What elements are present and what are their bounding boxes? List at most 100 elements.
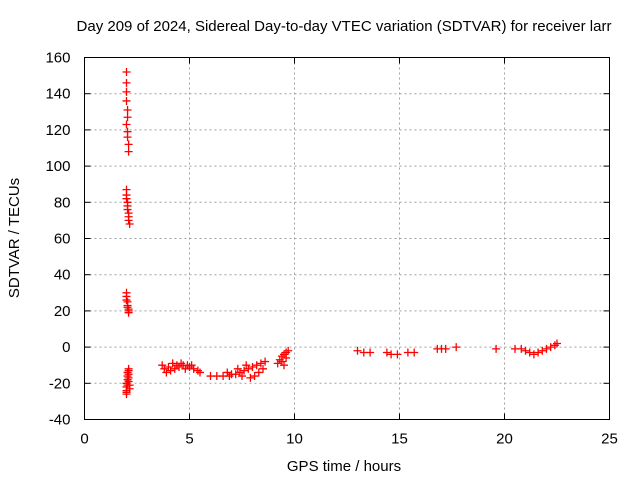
- data-point: [122, 120, 131, 129]
- data-point: [177, 359, 186, 368]
- data-point: [124, 364, 133, 373]
- y-tick-label: 40: [54, 267, 71, 284]
- data-point: [550, 341, 559, 350]
- data-point: [122, 96, 131, 105]
- data-point: [123, 113, 132, 122]
- data-point: [538, 346, 547, 355]
- data-point: [525, 348, 534, 357]
- data-point: [254, 368, 263, 377]
- data-point: [517, 344, 526, 353]
- data-point: [122, 78, 131, 87]
- data-point: [284, 346, 293, 355]
- data-point: [196, 368, 204, 377]
- data-point: [382, 348, 391, 357]
- x-tick-label: 0: [80, 431, 88, 448]
- data-point: [172, 361, 181, 370]
- y-tick-label: 100: [45, 158, 70, 175]
- data-point: [122, 194, 131, 203]
- grid-lines: [84, 57, 610, 420]
- y-tick-label: 120: [45, 122, 70, 139]
- data-point: [162, 368, 171, 377]
- data-point: [441, 344, 450, 353]
- x-tick-label: 15: [391, 431, 408, 448]
- x-axis: 0 5 10 15 20 25: [80, 57, 618, 448]
- data-point: [170, 364, 179, 373]
- y-tick-label: 140: [45, 86, 70, 103]
- data-point: [452, 343, 461, 352]
- data-point: [542, 344, 551, 353]
- data-point: [553, 339, 561, 348]
- data-point: [124, 377, 133, 386]
- data-point: [187, 361, 196, 370]
- data-point: [277, 357, 286, 366]
- data-point: [240, 366, 249, 375]
- y-axis: -40 -20 0 20 40 60 80 100 120 140 160: [45, 50, 610, 429]
- data-point: [124, 140, 133, 149]
- data-point: [261, 357, 270, 366]
- data-point: [158, 361, 167, 370]
- data-points: [122, 67, 561, 399]
- data-point: [250, 372, 259, 381]
- x-tick-label: 20: [496, 431, 513, 448]
- x-tick-label: 25: [601, 431, 618, 448]
- data-point: [282, 353, 291, 362]
- data-point: [123, 303, 132, 312]
- data-point: [248, 363, 257, 372]
- data-point: [275, 355, 284, 364]
- data-point: [189, 364, 198, 373]
- data-point: [175, 363, 183, 372]
- data-point: [122, 67, 131, 76]
- data-point: [259, 364, 267, 373]
- data-point: [164, 363, 173, 372]
- data-point: [242, 361, 251, 370]
- data-point: [166, 366, 175, 375]
- data-point: [280, 350, 288, 359]
- data-point: [123, 105, 132, 114]
- data-point: [410, 348, 419, 357]
- data-point: [280, 361, 288, 370]
- y-tick-label: 160: [45, 50, 70, 67]
- data-point: [125, 220, 134, 229]
- data-point: [122, 296, 131, 305]
- data-point: [168, 359, 177, 368]
- data-point: [546, 343, 555, 352]
- data-point: [273, 359, 282, 368]
- data-point: [123, 205, 132, 214]
- data-point: [123, 381, 132, 390]
- data-point: [366, 348, 375, 357]
- data-point: [246, 373, 255, 382]
- data-point: [393, 350, 402, 359]
- data-point: [124, 147, 133, 156]
- y-axis-label: SDTVAR / TECUs: [6, 178, 23, 298]
- data-point: [181, 364, 190, 373]
- data-point: [160, 364, 169, 373]
- data-point: [124, 308, 133, 317]
- data-point: [238, 372, 246, 381]
- data-point: [244, 364, 253, 373]
- y-tick-label: 80: [54, 194, 71, 211]
- data-point: [492, 344, 501, 353]
- chart-title: Day 209 of 2024, Sidereal Day-to-day VTE…: [77, 18, 612, 35]
- data-point: [521, 346, 530, 355]
- data-point: [122, 87, 131, 96]
- data-point: [529, 350, 538, 359]
- data-point: [252, 361, 261, 370]
- data-point: [233, 364, 242, 373]
- y-tick-label: -40: [49, 412, 71, 429]
- data-point: [534, 348, 543, 357]
- data-point: [235, 368, 244, 377]
- data-point: [223, 368, 232, 377]
- y-tick-label: 60: [54, 231, 71, 248]
- y-tick-label: 20: [54, 303, 71, 320]
- data-point: [185, 363, 194, 372]
- data-point: [123, 368, 132, 377]
- data-point: [193, 366, 202, 375]
- x-tick-label: 10: [286, 431, 303, 448]
- data-point: [122, 388, 131, 397]
- data-point: [353, 346, 362, 355]
- data-point: [256, 359, 265, 368]
- y-tick-label: -20: [49, 375, 71, 392]
- data-point: [123, 133, 132, 142]
- data-point: [227, 370, 236, 379]
- x-axis-label: GPS time / hours: [287, 458, 401, 475]
